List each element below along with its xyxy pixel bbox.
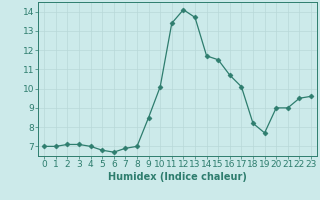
X-axis label: Humidex (Indice chaleur): Humidex (Indice chaleur) — [108, 172, 247, 182]
